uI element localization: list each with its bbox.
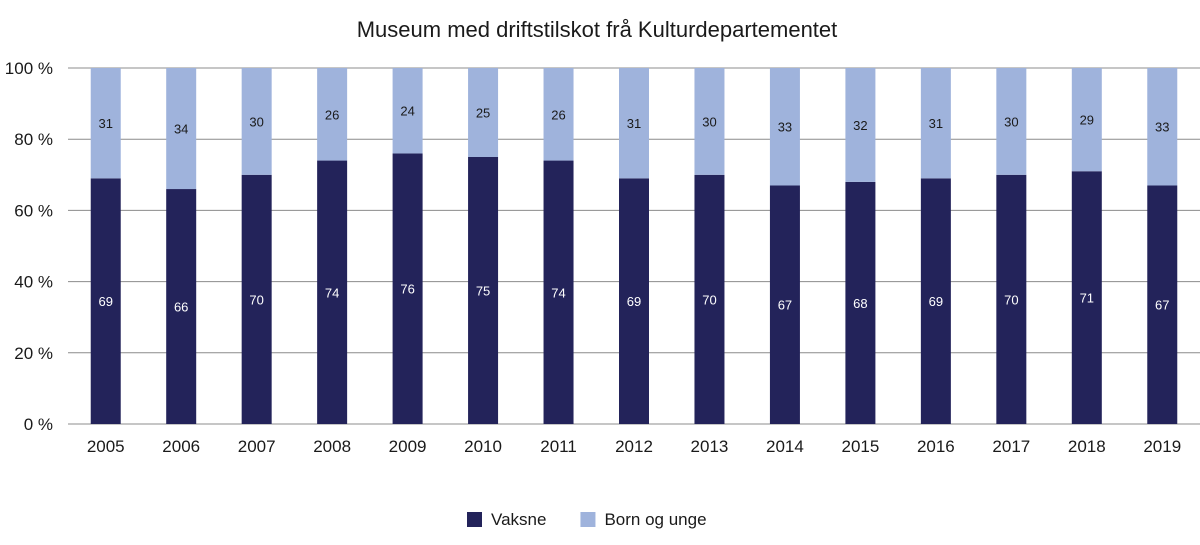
data-label: 69 — [627, 294, 641, 309]
data-label: 67 — [778, 298, 792, 313]
data-label: 69 — [98, 294, 112, 309]
data-label: 30 — [1004, 114, 1018, 129]
x-tick-label: 2008 — [313, 437, 351, 456]
legend-label: Vaksne — [491, 510, 546, 529]
bar-segment — [694, 68, 725, 175]
y-tick-label: 60 % — [14, 201, 53, 220]
x-tick-label: 2007 — [238, 437, 276, 456]
x-tick-label: 2012 — [615, 437, 653, 456]
data-label: 31 — [929, 116, 943, 131]
data-label: 29 — [1080, 113, 1094, 128]
bar-segment — [166, 189, 197, 424]
data-label: 68 — [853, 296, 867, 311]
y-tick-label: 80 % — [14, 130, 53, 149]
data-label: 31 — [98, 116, 112, 131]
bar-segment — [694, 174, 725, 424]
data-label: 26 — [551, 107, 565, 122]
data-labels: 69 31 66 34 70 30 74 26 76 24 75 25 74 26 69 31 70 30 67 33… — [98, 104, 1169, 315]
bar-segment — [920, 178, 951, 424]
data-label: 32 — [853, 118, 867, 133]
bar-segment — [619, 68, 649, 179]
bar-segment — [845, 181, 876, 424]
bar-segment — [392, 153, 423, 424]
data-label: 69 — [929, 294, 943, 309]
bar-segment — [543, 68, 574, 161]
bar-segment — [317, 160, 348, 424]
x-tick-label: 2009 — [389, 437, 427, 456]
bar-segment — [317, 68, 348, 161]
y-tick-label: 40 % — [14, 273, 53, 292]
data-label: 30 — [702, 114, 716, 129]
x-tick-label: 2013 — [691, 437, 729, 456]
y-tick-label: 100 % — [5, 59, 53, 78]
x-tick-label: 2019 — [1143, 437, 1181, 456]
bar-segment — [1071, 171, 1102, 424]
bar-segment — [996, 174, 1027, 424]
data-label: 74 — [551, 285, 565, 300]
bar-segment — [241, 68, 272, 175]
bar-segment — [1147, 68, 1178, 186]
legend: Vaksne Born og unge — [467, 510, 707, 529]
y-tick-label: 20 % — [14, 344, 53, 363]
data-label: 25 — [476, 106, 490, 121]
bar-segment — [468, 68, 499, 157]
data-label: 34 — [174, 122, 188, 137]
data-label: 67 — [1155, 298, 1169, 313]
x-tick-label: 2010 — [464, 437, 502, 456]
data-label: 71 — [1080, 291, 1094, 306]
bar-segment — [241, 174, 272, 424]
data-label: 31 — [627, 116, 641, 131]
data-label: 75 — [476, 284, 490, 299]
x-tick-label: 2018 — [1068, 437, 1106, 456]
y-tick-label: 0 % — [24, 415, 53, 434]
bar-segment — [1147, 185, 1178, 424]
data-label: 33 — [1155, 120, 1169, 135]
bar-segment — [90, 68, 121, 179]
bar-segment — [769, 68, 800, 186]
x-tick-label: 2015 — [841, 437, 879, 456]
x-tick-label: 2006 — [162, 437, 200, 456]
x-tick-label: 2005 — [87, 437, 125, 456]
bar-segment — [392, 68, 423, 154]
data-label: 76 — [400, 282, 414, 297]
bar-segment — [1071, 68, 1102, 172]
data-label: 24 — [400, 104, 414, 119]
bar-segment — [845, 68, 876, 182]
data-label: 70 — [1004, 292, 1018, 307]
bar-segment — [90, 178, 121, 424]
data-label: 30 — [249, 114, 263, 129]
data-label: 66 — [174, 300, 188, 315]
x-tick-label: 2016 — [917, 437, 955, 456]
data-label: 70 — [249, 292, 263, 307]
legend-swatch — [467, 512, 482, 527]
bars — [90, 68, 1178, 424]
x-tick-label: 2014 — [766, 437, 804, 456]
data-label: 70 — [702, 292, 716, 307]
bar-segment — [468, 157, 499, 424]
bar-segment — [543, 160, 574, 424]
chart-title: Museum med driftstilskot frå Kulturdepar… — [357, 17, 838, 42]
bar-segment — [166, 68, 197, 190]
y-axis-ticks: 0 % 20 % 40 % 60 % 80 % 100 % — [5, 59, 53, 434]
x-tick-label: 2011 — [540, 437, 577, 456]
x-axis-ticks: 2005 2006 2007 2008 2009 2010 2011 2012 2013 2014… — [87, 437, 1181, 456]
data-label: 26 — [325, 107, 339, 122]
data-label: 74 — [325, 285, 339, 300]
legend-label: Born og unge — [604, 510, 706, 529]
x-tick-label: 2017 — [992, 437, 1030, 456]
bar-segment — [920, 68, 951, 179]
bar-segment — [769, 185, 800, 424]
bar-segment — [619, 178, 649, 424]
bar-segment — [996, 68, 1027, 175]
data-label: 33 — [778, 120, 792, 135]
legend-swatch — [580, 512, 596, 527]
